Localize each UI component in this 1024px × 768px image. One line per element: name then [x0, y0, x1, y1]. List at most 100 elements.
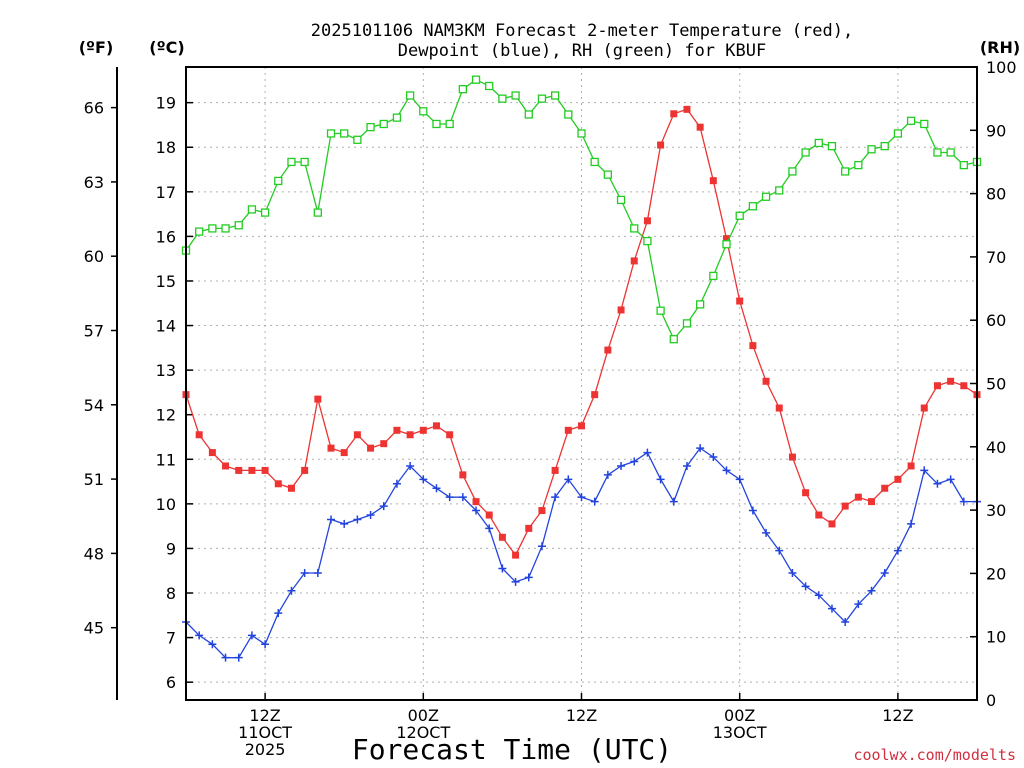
temperature-point [630, 257, 638, 265]
rh-point [722, 240, 731, 249]
dewpoint-point [854, 600, 863, 609]
celsius-tick-label: 16 [156, 227, 176, 246]
rh-tick-label: 0 [986, 691, 996, 710]
temperature-point [657, 141, 665, 149]
fahrenheit-tick-label: 63 [84, 173, 104, 192]
rh-point [511, 91, 520, 100]
rh-tick-label: 100 [986, 58, 1017, 77]
temperature-point [736, 297, 744, 305]
rh-tick-label: 90 [986, 121, 1006, 140]
rh-point [630, 224, 639, 233]
series-layer [181, 75, 982, 662]
rh-tick-label: 10 [986, 628, 1006, 647]
rh-point [775, 186, 784, 195]
dewpoint-point [762, 528, 771, 537]
celsius-tick-label: 9 [166, 539, 176, 558]
dewpoint-point [472, 506, 481, 515]
temperature-point [525, 524, 533, 532]
celsius-tick-label: 15 [156, 272, 176, 291]
temperature-point [195, 431, 203, 439]
rh-point [814, 138, 823, 148]
dewpoint-point [709, 453, 718, 462]
fahrenheit-tick-label: 48 [84, 544, 104, 563]
dewpoint-point [498, 564, 507, 573]
temperature-point [749, 342, 757, 350]
dewpoint-point [748, 506, 757, 515]
temperature-point [788, 453, 796, 461]
dewpoint-point [511, 577, 520, 586]
dewpoint-point [261, 640, 270, 649]
temperature-point [222, 462, 230, 470]
dewpoint-point [432, 484, 441, 493]
temperature-point [960, 382, 968, 390]
temperature-point [301, 466, 309, 474]
rh-point [801, 148, 810, 157]
fahrenheit-tick-label: 60 [84, 247, 104, 266]
celsius-tick-label: 17 [156, 183, 176, 202]
rh-point [920, 119, 929, 129]
temperature-point [446, 431, 454, 439]
rh-tick-label: 30 [986, 501, 1006, 520]
rh-point [340, 129, 349, 138]
rh-point [867, 145, 876, 154]
plot-frame [185, 66, 978, 701]
rh-point [959, 160, 968, 170]
dewpoint-point [788, 568, 797, 577]
dewpoint-point [946, 475, 955, 484]
dewpoint-point [801, 582, 810, 591]
rh-point [498, 94, 507, 103]
rh-point [287, 157, 296, 167]
rh-point [946, 148, 955, 157]
dewpoint-point [920, 466, 929, 475]
dewpoint-point [419, 475, 428, 484]
rh-point [300, 157, 309, 167]
temperature-point [485, 511, 493, 519]
rh-tick-label: 70 [986, 248, 1006, 267]
x-tick-label: 13OCT [713, 723, 767, 742]
celsius-tick-label: 8 [166, 584, 176, 603]
dewpoint-point [656, 475, 665, 484]
dewpoint-point [643, 448, 652, 457]
x-axis-label: Forecast Time (UTC) [352, 733, 672, 766]
temperature-point [868, 498, 876, 506]
rh-point [247, 205, 257, 214]
x-tick-label: 11OCT [238, 723, 292, 742]
rh-point [326, 129, 336, 138]
dewpoint-point [551, 493, 560, 502]
rh-point [445, 119, 454, 129]
dewpoint-point [735, 475, 744, 484]
temperature-point [327, 444, 335, 452]
chart-title: 2025101106 NAM3KM Forecast 2-meter Tempe… [311, 21, 853, 41]
celsius-tick-label: 12 [156, 406, 176, 425]
dewpoint-point [682, 461, 691, 470]
rh-point [788, 167, 797, 176]
dewpoint-point [485, 524, 494, 533]
dewpoint-point [445, 493, 454, 502]
dewpoint-point [353, 515, 362, 524]
temperature-point [564, 426, 572, 434]
rh-point [709, 271, 718, 281]
rh-point [195, 227, 204, 236]
dewpoint-point [537, 542, 546, 551]
temperature-point [709, 177, 717, 185]
rh-point [208, 224, 217, 233]
rh-tick-label: 40 [986, 438, 1006, 457]
dewpoint-point [300, 568, 309, 577]
temperature-point [828, 520, 836, 528]
rh-point [313, 208, 322, 217]
rh-tick-label: 50 [986, 375, 1006, 394]
temperature-point [274, 480, 282, 488]
rh-point [221, 224, 230, 233]
rh-point [260, 208, 270, 217]
dewpoint-point [590, 497, 599, 506]
temperature-point [367, 444, 375, 452]
temperature-point [617, 306, 625, 314]
rh-point [761, 192, 771, 201]
temperature-point [248, 466, 256, 474]
dewpoint-point [340, 519, 349, 528]
rh-point [485, 81, 494, 91]
rh-point [854, 160, 863, 170]
temperature-point [854, 493, 862, 501]
dewpoint-point [775, 546, 784, 555]
temperature-point [472, 498, 480, 506]
